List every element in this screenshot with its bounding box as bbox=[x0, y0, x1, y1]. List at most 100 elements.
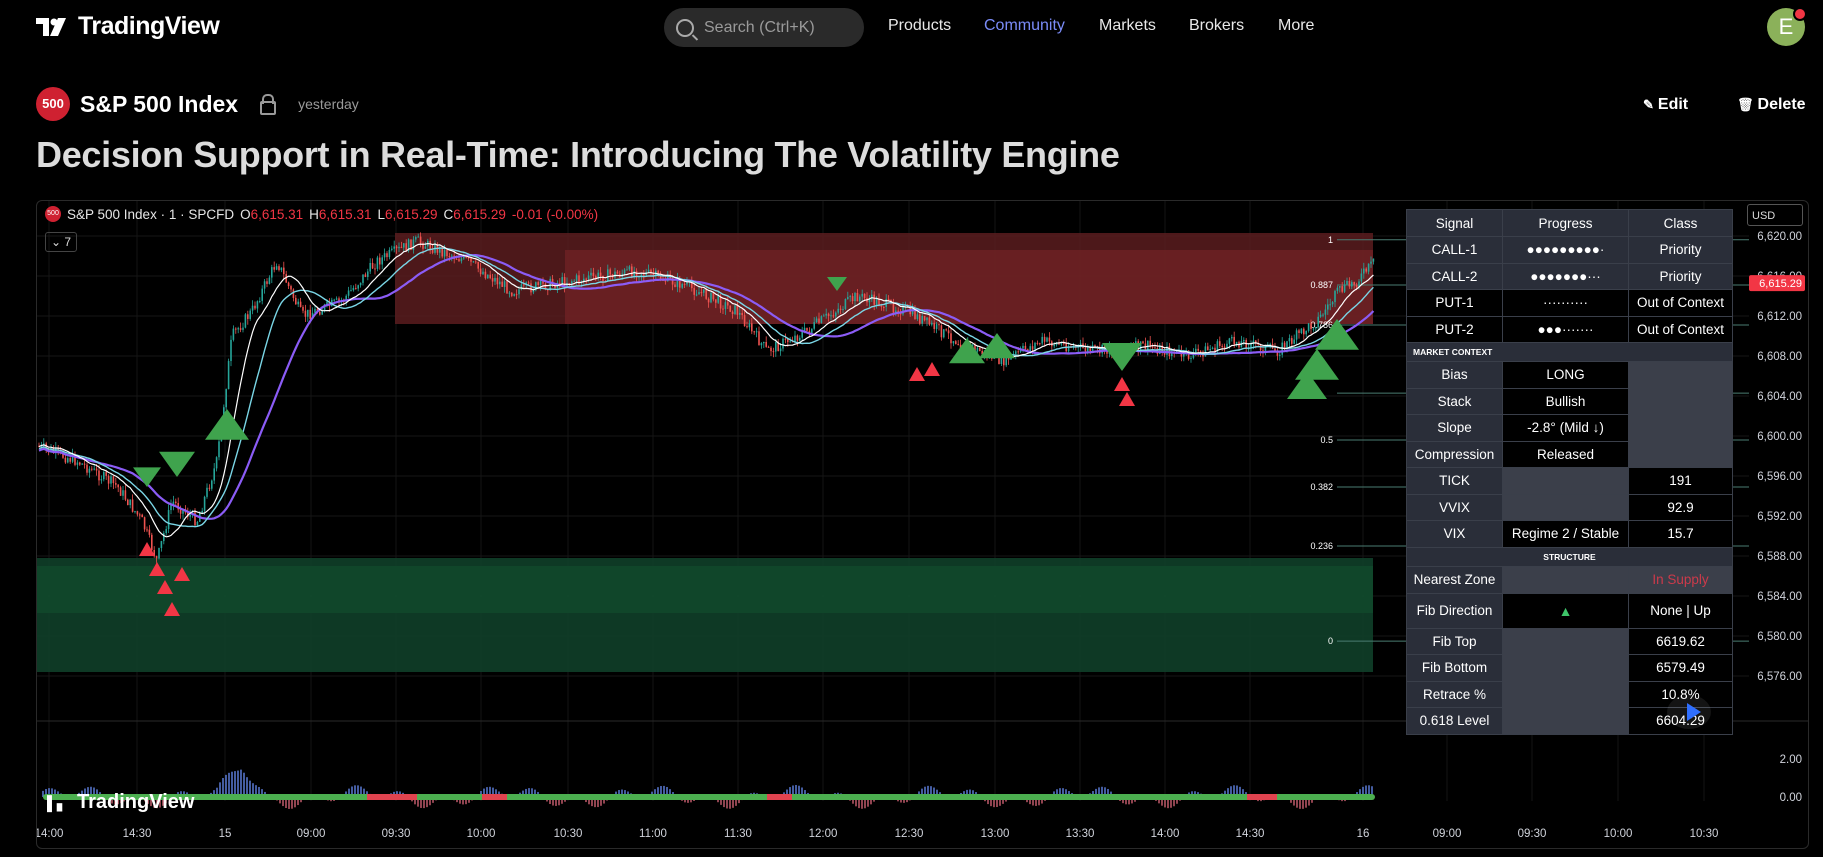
nav-brokers[interactable]: Brokers bbox=[1189, 17, 1245, 34]
candle-body bbox=[254, 305, 256, 309]
fib-level-label: 1 bbox=[1328, 235, 1333, 245]
fib-level-label: 0.236 bbox=[1310, 541, 1333, 551]
candle-body bbox=[849, 296, 851, 298]
symbol-row: 500 S&P 500 Index yesterday bbox=[36, 87, 359, 121]
nav-community[interactable]: Community bbox=[984, 17, 1065, 34]
nav-more[interactable]: More bbox=[1278, 17, 1315, 34]
candle-body bbox=[285, 274, 287, 283]
symbol-name[interactable]: S&P 500 Index bbox=[80, 90, 239, 117]
candle-body bbox=[227, 361, 230, 390]
time-axis-label: 10:00 bbox=[1604, 828, 1633, 840]
low-value: 6,615.29 bbox=[384, 206, 438, 222]
candle-body bbox=[1221, 345, 1223, 347]
candle-body bbox=[1322, 314, 1324, 316]
candle-body bbox=[268, 277, 271, 284]
candle-body bbox=[98, 470, 100, 481]
candle-body bbox=[873, 294, 875, 305]
mid-moving-average bbox=[38, 247, 1374, 528]
candle-body bbox=[599, 272, 602, 276]
candle-body bbox=[297, 301, 299, 305]
candle-body bbox=[95, 468, 98, 471]
nav-markets[interactable]: Markets bbox=[1099, 17, 1156, 34]
candle-body bbox=[489, 274, 491, 279]
candle-body bbox=[1319, 314, 1322, 317]
search-icon bbox=[676, 18, 694, 37]
indicators-collapse-button[interactable]: ⌄ 7 bbox=[45, 232, 77, 252]
price-axis-label: 6,584.00 bbox=[1757, 591, 1802, 603]
candle-body bbox=[753, 331, 755, 333]
candle-body bbox=[827, 313, 830, 317]
candle-body bbox=[1055, 342, 1058, 345]
indicator-regime: Regime 2 / Stable bbox=[1502, 520, 1629, 548]
candle-body bbox=[1015, 351, 1017, 354]
candle-body bbox=[806, 327, 808, 331]
fib-row-value: 6579.49 bbox=[1628, 654, 1733, 682]
candle-body bbox=[717, 296, 719, 303]
tradingview-logo[interactable]: TradingView bbox=[36, 12, 220, 41]
candle-body bbox=[304, 310, 307, 317]
candle-body bbox=[587, 275, 590, 280]
candle-body bbox=[686, 281, 688, 285]
candle-body bbox=[1245, 339, 1247, 349]
candle-body bbox=[189, 514, 191, 517]
candle-body bbox=[883, 306, 885, 308]
fib-direction-value: None | Up bbox=[1628, 592, 1733, 629]
indicator-count: 7 bbox=[64, 235, 72, 249]
edit-button[interactable]: ✎ Edit bbox=[1643, 96, 1688, 114]
candle-body bbox=[1036, 342, 1039, 344]
delete-button[interactable]: 🗑 Delete bbox=[1737, 96, 1806, 114]
candle-body bbox=[491, 278, 494, 282]
candle-body bbox=[734, 305, 736, 315]
candle-body bbox=[127, 499, 129, 506]
candle-body bbox=[419, 236, 422, 244]
signal-name: PUT-1 bbox=[1406, 289, 1503, 317]
candle-body bbox=[1060, 343, 1063, 345]
candle-body bbox=[854, 292, 856, 302]
candle-body bbox=[333, 299, 335, 301]
candle-body bbox=[201, 510, 203, 513]
candle-body bbox=[1034, 342, 1036, 350]
candle-body bbox=[1351, 282, 1353, 287]
candle-body bbox=[357, 285, 359, 289]
candle-body bbox=[395, 246, 398, 249]
candle-body bbox=[751, 323, 753, 332]
fib-level-label: 0.382 bbox=[1310, 482, 1333, 492]
candle-body bbox=[467, 257, 470, 259]
nav-products[interactable]: Products bbox=[888, 17, 952, 34]
candle-body bbox=[470, 258, 472, 262]
candle-body bbox=[590, 272, 592, 276]
candle-body bbox=[657, 270, 659, 275]
candle-body bbox=[861, 293, 863, 297]
chart-container[interactable]: 10.8870.7860.50.3820.23606,620.006,616.0… bbox=[36, 200, 1809, 849]
candle-body bbox=[323, 304, 326, 311]
candle-body bbox=[919, 314, 921, 324]
candle-body bbox=[107, 475, 110, 484]
candle-body bbox=[748, 323, 751, 328]
legend-symbol[interactable]: S&P 500 Index · 1 · SPCFD bbox=[67, 206, 235, 222]
candle-body bbox=[947, 330, 950, 334]
candle-body bbox=[715, 299, 717, 303]
candle-body bbox=[484, 271, 487, 279]
candle-body bbox=[422, 243, 424, 249]
candle-body bbox=[1091, 345, 1094, 351]
candle-body bbox=[1372, 258, 1375, 262]
symbol-badge[interactable]: 500 bbox=[36, 87, 70, 121]
chevron-down-icon: ⌄ bbox=[50, 235, 62, 249]
candle-body bbox=[595, 276, 597, 279]
candle-body bbox=[1264, 345, 1267, 353]
candle-body bbox=[1022, 345, 1024, 349]
currency-selector[interactable]: USD bbox=[1747, 204, 1803, 226]
candle-body bbox=[302, 306, 304, 311]
time-axis-label: 14:00 bbox=[1151, 828, 1180, 840]
candle-body bbox=[777, 341, 779, 352]
candle-body bbox=[458, 259, 460, 262]
candle-body bbox=[1046, 337, 1048, 342]
avatar[interactable]: E bbox=[1767, 7, 1807, 46]
candle-body bbox=[110, 476, 112, 484]
search-input[interactable]: Search (Ctrl+K) bbox=[664, 8, 864, 47]
candle-body bbox=[1353, 282, 1355, 285]
price-axis-label: 6,592.00 bbox=[1757, 511, 1802, 523]
time-axis-label: 09:30 bbox=[382, 828, 411, 840]
fib-row-label: Retrace % bbox=[1406, 680, 1503, 708]
candle-body bbox=[479, 268, 482, 275]
